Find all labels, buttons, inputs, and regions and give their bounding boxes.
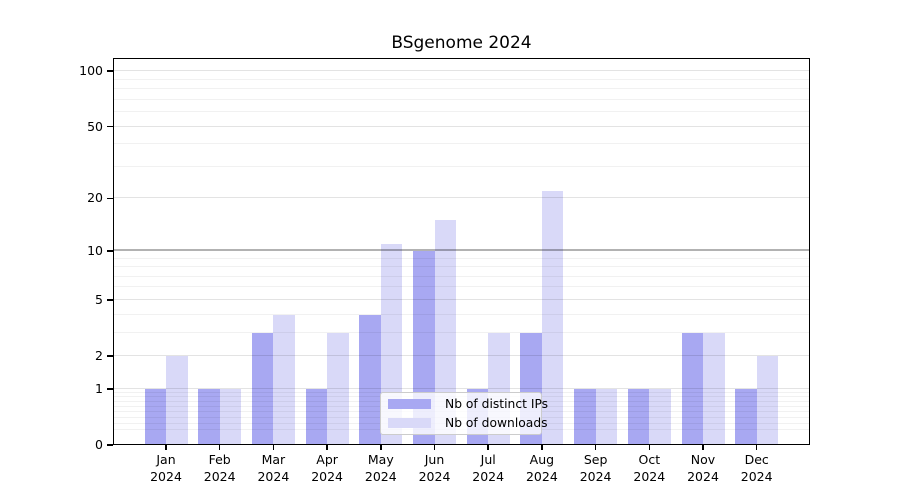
x-tick-label-dec: Dec 2024	[740, 452, 773, 484]
legend-label-distinct-ips: Nb of distinct IPs	[445, 396, 549, 411]
chart-title: BSgenome 2024	[391, 33, 532, 53]
y-tick-mark-20	[107, 197, 113, 200]
x-tick-label-mar: Mar 2024	[257, 452, 290, 484]
x-tick-label-feb: Feb 2024	[203, 452, 236, 484]
x-tick-mark-dec	[755, 445, 758, 450]
y-tick-mark-2	[107, 355, 113, 357]
bar-nb-of-distinct-ips-dec	[735, 388, 757, 445]
x-tick-mark-sep	[594, 445, 597, 450]
x-tick-mark-feb	[218, 445, 221, 450]
bar-nb-of-downloads-nov	[703, 332, 725, 445]
bar-nb-of-distinct-ips-mar	[251, 332, 274, 445]
bar-nb-of-distinct-ips-sep	[574, 388, 596, 445]
bar-nb-of-distinct-ips-apr	[305, 388, 328, 445]
y-tick-label-0: 0	[95, 437, 103, 452]
x-tick-mark-apr	[326, 445, 328, 450]
y-tick-mark-100	[107, 70, 113, 72]
bar-nb-of-distinct-ips-oct	[627, 388, 650, 445]
x-tick-label-oct: Oct 2024	[633, 452, 666, 484]
x-tick-label-nov: Nov 2024	[687, 452, 719, 484]
bar-nb-of-downloads-dec	[756, 356, 779, 445]
legend-item-downloads: Nb of downloads	[388, 416, 548, 431]
legend-swatch-downloads	[388, 418, 431, 428]
y-tick-mark-50	[107, 125, 113, 128]
x-tick-label-aug: Aug 2024	[525, 452, 558, 484]
x-tick-mark-oct	[648, 445, 651, 450]
bar-nb-of-distinct-ips-may	[359, 314, 381, 445]
bar-nb-of-downloads-oct	[649, 388, 671, 445]
x-tick-mark-jan	[165, 445, 167, 450]
y-tick-label-100: 100	[79, 63, 103, 79]
bar-nb-of-downloads-sep	[595, 388, 618, 445]
bar-nb-of-downloads-jan	[166, 356, 188, 445]
x-tick-mark-nov	[702, 445, 704, 450]
bar-nb-of-downloads-mar	[273, 314, 295, 445]
legend-swatch-distinct-ips	[388, 399, 431, 409]
y-tick-label-2: 2	[95, 348, 103, 363]
x-tick-mark-aug	[541, 445, 543, 450]
bar-nb-of-downloads-apr	[327, 332, 349, 445]
x-tick-label-sep: Sep 2024	[579, 452, 612, 484]
y-tick-mark-1	[107, 388, 113, 390]
legend-label-downloads: Nb of downloads	[445, 415, 548, 430]
y-tick-label-5: 5	[95, 291, 103, 307]
y-tick-mark-5	[107, 299, 113, 301]
bar-nb-of-distinct-ips-feb	[198, 388, 220, 445]
bar-nb-of-downloads-feb	[219, 388, 242, 445]
y-tick-label-10: 10	[87, 242, 103, 258]
x-tick-mark-jun	[433, 445, 436, 450]
x-tick-label-jul: Jul 2024	[472, 452, 505, 484]
y-tick-mark-10	[107, 250, 113, 252]
bar-nb-of-distinct-ips-jan	[144, 388, 166, 445]
y-tick-label-50: 50	[87, 118, 103, 134]
y-tick-label-20: 20	[87, 190, 103, 206]
legend: Nb of distinct IPs Nb of downloads	[380, 392, 548, 435]
x-tick-mark-jul	[487, 445, 489, 450]
x-tick-mark-may	[380, 445, 382, 450]
x-tick-mark-mar	[272, 445, 275, 450]
x-tick-label-may: May 2024	[364, 452, 397, 484]
bar-nb-of-distinct-ips-nov	[681, 332, 703, 445]
x-tick-label-apr: Apr 2024	[311, 452, 343, 484]
y-tick-mark-0	[107, 444, 113, 446]
x-tick-label-jan: Jan 2024	[150, 452, 182, 484]
bar-nb-of-downloads-aug	[541, 191, 564, 445]
y-tick-label-1: 1	[95, 380, 103, 396]
legend-item-distinct-ips: Nb of distinct IPs	[388, 397, 548, 412]
bar-nb-of-downloads-jun	[434, 220, 456, 445]
x-tick-label-jun: Jun 2024	[418, 452, 451, 484]
